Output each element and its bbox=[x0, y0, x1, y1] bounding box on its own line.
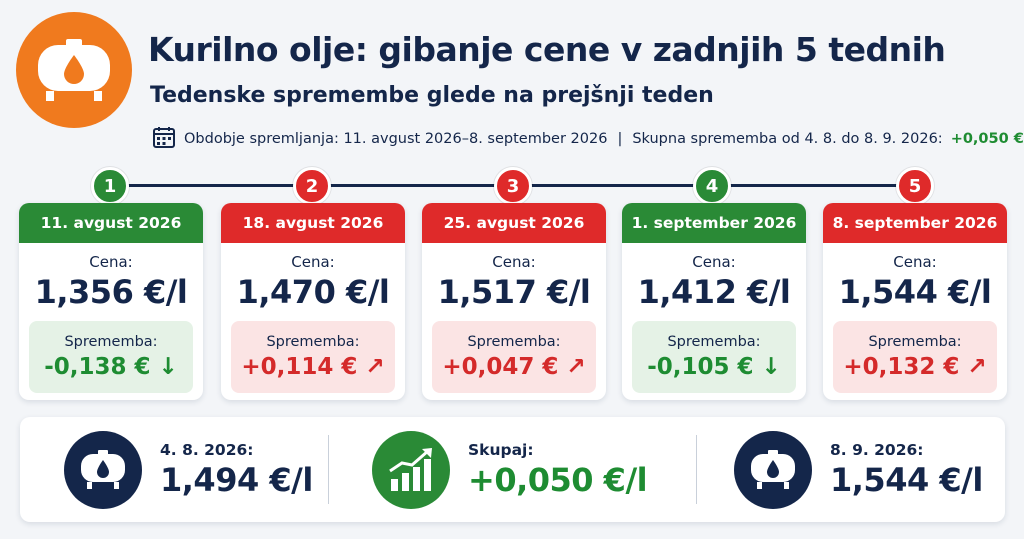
change-box: Sprememba: +0,114 € ↗ bbox=[231, 321, 395, 393]
oil-tank-icon bbox=[64, 430, 142, 509]
total-change-text: Skupna sprememba od 4. 8. do 8. 9. 2026: bbox=[632, 131, 943, 147]
oil-tank-logo-icon bbox=[16, 12, 132, 128]
week-card-5: 8. september 2026 Cena: 1,544 €/l Spreme… bbox=[823, 203, 1007, 400]
week-date: 8. september 2026 bbox=[823, 203, 1007, 243]
summary-total-value: +0,050 €/l bbox=[468, 460, 648, 499]
price-label: Cena: bbox=[893, 253, 937, 271]
change-box: Sprememba: -0,105 € ↓ bbox=[632, 321, 796, 393]
summary-end-value: 1,544 €/l bbox=[830, 460, 983, 499]
price-value: 1,544 €/l bbox=[838, 273, 992, 311]
change-label: Sprememba: bbox=[467, 334, 561, 350]
price-label: Cena: bbox=[291, 253, 335, 271]
page-subtitle: Tedenske spremembe glede na prejšnji ted… bbox=[150, 83, 714, 108]
week-card-4: 1. september 2026 Cena: 1,412 €/l Spreme… bbox=[622, 203, 806, 400]
change-value: -0,105 € ↓ bbox=[647, 354, 781, 380]
summary-total-label: Skupaj: bbox=[468, 440, 534, 459]
price-value: 1,517 €/l bbox=[437, 273, 591, 311]
price-value: 1,412 €/l bbox=[637, 273, 791, 311]
summary-start-value: 1,494 €/l bbox=[160, 460, 313, 499]
change-box: Sprememba: -0,138 € ↓ bbox=[29, 321, 193, 393]
change-value: +0,132 € ↗ bbox=[843, 354, 987, 380]
change-value: +0,047 € ↗ bbox=[442, 354, 586, 380]
week-date: 18. avgust 2026 bbox=[221, 203, 405, 243]
price-label: Cena: bbox=[492, 253, 536, 271]
summary-start-label: 4. 8. 2026: bbox=[160, 440, 254, 459]
step-marker-1: 1 bbox=[91, 167, 129, 205]
week-date: 25. avgust 2026 bbox=[422, 203, 606, 243]
period-text: Obdobje spremljanja: 11. avgust 2026–8. … bbox=[184, 131, 608, 147]
step-marker-5: 5 bbox=[896, 167, 934, 205]
period-info: Obdobje spremljanja: 11. avgust 2026–8. … bbox=[152, 125, 1024, 153]
price-value: 1,470 €/l bbox=[236, 273, 390, 311]
divider bbox=[696, 435, 697, 504]
step-marker-3: 3 bbox=[494, 167, 532, 205]
change-label: Sprememba: bbox=[667, 334, 761, 350]
summary-start: 4. 8. 2026: 1,494 €/l bbox=[64, 417, 313, 522]
change-value: +0,114 € ↗ bbox=[241, 354, 385, 380]
oil-tank-icon bbox=[734, 430, 812, 509]
total-change-value: +0,050 €/l bbox=[950, 131, 1024, 147]
price-label: Cena: bbox=[89, 253, 133, 271]
step-marker-4: 4 bbox=[693, 167, 731, 205]
week-date: 11. avgust 2026 bbox=[19, 203, 203, 243]
change-label: Sprememba: bbox=[266, 334, 360, 350]
week-date: 1. september 2026 bbox=[622, 203, 806, 243]
summary-end-label: 8. 9. 2026: bbox=[830, 440, 924, 459]
change-box: Sprememba: +0,132 € ↗ bbox=[833, 321, 997, 393]
change-label: Sprememba: bbox=[64, 334, 158, 350]
growth-chart-icon bbox=[372, 430, 450, 509]
week-card-2: 18. avgust 2026 Cena: 1,470 €/l Sprememb… bbox=[221, 203, 405, 400]
page-title: Kurilno olje: gibanje cene v zadnjih 5 t… bbox=[148, 30, 946, 69]
summary-total: Skupaj: +0,050 €/l bbox=[372, 417, 648, 522]
change-label: Sprememba: bbox=[868, 334, 962, 350]
period-separator: | bbox=[617, 131, 623, 147]
change-value: -0,138 € ↓ bbox=[44, 354, 178, 380]
step-marker-2: 2 bbox=[293, 167, 331, 205]
calendar-icon bbox=[152, 125, 176, 153]
week-card-3: 25. avgust 2026 Cena: 1,517 €/l Sprememb… bbox=[422, 203, 606, 400]
summary-panel: 4. 8. 2026: 1,494 €/l Skupaj: +0,050 €/l bbox=[20, 417, 1005, 522]
summary-end: 8. 9. 2026: 1,544 €/l bbox=[734, 417, 983, 522]
change-box: Sprememba: +0,047 € ↗ bbox=[432, 321, 596, 393]
price-label: Cena: bbox=[692, 253, 736, 271]
week-card-1: 11. avgust 2026 Cena: 1,356 €/l Sprememb… bbox=[19, 203, 203, 400]
divider bbox=[328, 435, 329, 504]
price-value: 1,356 €/l bbox=[34, 273, 188, 311]
